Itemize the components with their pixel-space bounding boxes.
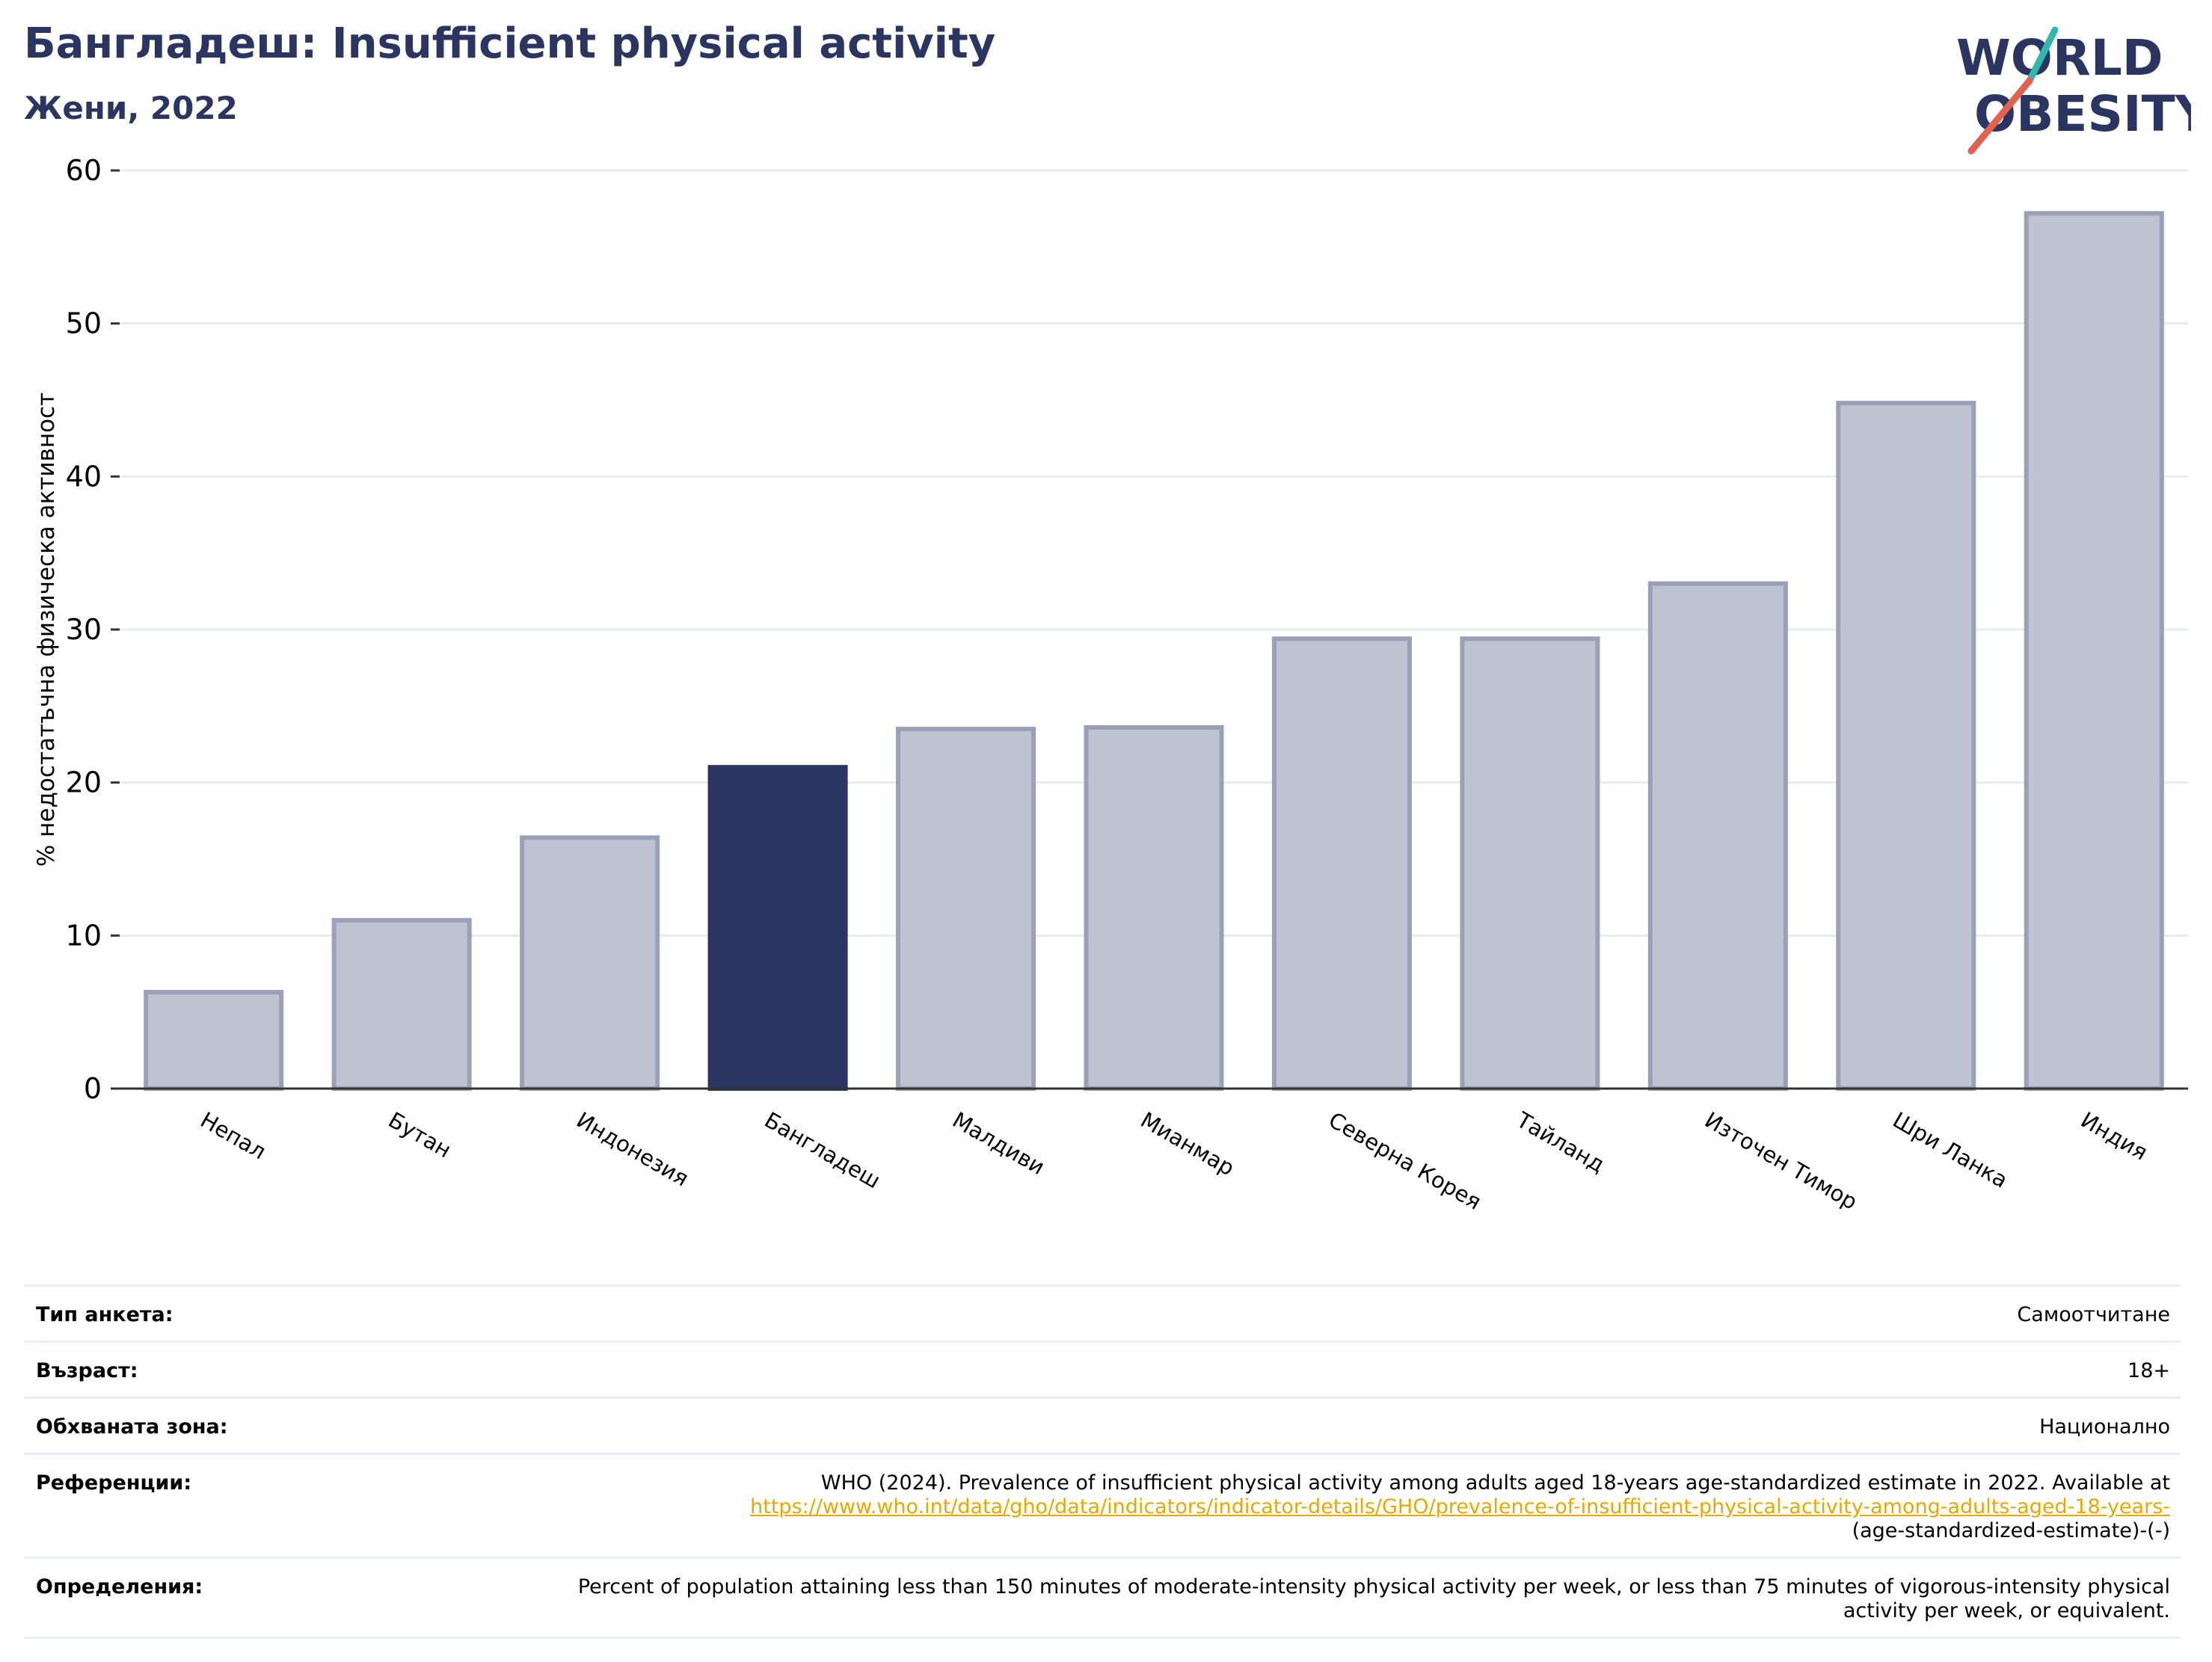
reference-text: WHO (2024). Prevalence of insufficient p… xyxy=(820,1471,2170,1495)
meta-row-references: Референции: WHO (2024). Prevalence of in… xyxy=(24,1453,2181,1557)
page-title: Бангладеш: Insufficient physical activit… xyxy=(24,19,996,68)
y-tick-label: 30 xyxy=(66,613,102,646)
meta-key: Определения: xyxy=(36,1575,203,1598)
meta-row-survey-type: Тип анкета: Самоотчитане xyxy=(24,1284,2181,1341)
x-tick-label: Бутан xyxy=(384,1107,456,1163)
meta-key: Референции: xyxy=(36,1471,192,1495)
meta-value: WHO (2024). Prevalence of insufficient p… xyxy=(750,1471,2170,1543)
page-subtitle: Жени, 2022 xyxy=(24,90,238,126)
bar-4[interactable] xyxy=(896,727,1036,1091)
meta-row-age: Възраст: 18+ xyxy=(24,1341,2181,1397)
bar-6[interactable] xyxy=(1271,636,1412,1091)
bar-9[interactable] xyxy=(1836,401,1976,1091)
x-tick-label: Бангладеш xyxy=(761,1107,885,1194)
meta-key: Обхваната зона: xyxy=(36,1415,228,1438)
meta-value: Национално xyxy=(2039,1415,2170,1438)
meta-key: Тип анкета: xyxy=(36,1303,173,1326)
x-tick-label: Индия xyxy=(2077,1107,2152,1166)
x-tick-label: Мианмар xyxy=(1137,1107,1239,1181)
bar-chart: 0 10 20 30 40 50 60 Непал Бутан Индонезия Банглад… xyxy=(33,154,2188,1215)
x-tick-label: Индонезия xyxy=(572,1107,693,1192)
y-tick-label: 60 xyxy=(66,154,102,187)
x-tick-label: Тайланд xyxy=(1512,1107,1609,1178)
meta-value: Percent of population attaining less tha… xyxy=(577,1575,2170,1622)
meta-key: Възраст: xyxy=(36,1359,138,1382)
y-tick-label: 40 xyxy=(66,460,102,493)
bar-8[interactable] xyxy=(1647,581,1788,1091)
reference-tail: (age-standardized-estimate)-(-) xyxy=(1852,1519,2170,1542)
logo-slash-teal-icon xyxy=(2026,26,2059,84)
metadata-table: Тип анкета: Самоотчитане Възраст: 18+ Об… xyxy=(24,1284,2181,1639)
bar-0[interactable] xyxy=(144,990,284,1092)
x-tick-label: Шри Ланка xyxy=(1888,1107,2012,1193)
bar-2[interactable] xyxy=(520,835,660,1091)
y-tick-label: 0 xyxy=(84,1072,102,1105)
bar-3[interactable] xyxy=(707,765,848,1091)
bars xyxy=(144,211,2164,1092)
bar-7[interactable] xyxy=(1460,636,1600,1091)
bar-10[interactable] xyxy=(2024,211,2164,1092)
logo-slash-red-icon xyxy=(1967,77,2033,155)
y-tick-labels: 0 10 20 30 40 50 60 xyxy=(66,154,120,1105)
bar-1[interactable] xyxy=(331,917,472,1092)
world-obesity-logo: WORLD OBESITY xyxy=(1956,26,2191,155)
meta-row-definitions: Определения: Percent of population attai… xyxy=(24,1557,2181,1639)
bar-5[interactable] xyxy=(1084,724,1224,1092)
logo-line2: OBESITY xyxy=(1974,85,2191,143)
x-tick-label: Северна Корея xyxy=(1324,1107,1486,1215)
meta-value: Самоотчитане xyxy=(2017,1303,2170,1326)
y-tick-label: 50 xyxy=(66,307,102,340)
reference-link[interactable]: https://www.who.int/data/gho/data/indica… xyxy=(750,1495,2170,1518)
meta-row-area: Обхваната зона: Национално xyxy=(24,1397,2181,1453)
y-tick-label: 10 xyxy=(66,919,102,952)
logo-line1: WORLD xyxy=(1956,29,2163,87)
meta-value: 18+ xyxy=(2127,1359,2170,1382)
y-tick-label: 20 xyxy=(66,766,102,799)
x-tick-labels: Непал Бутан Индонезия Бангладеш Малдиви Мианм… xyxy=(196,1107,2152,1215)
y-axis-label: % недостатъчна физическа активност xyxy=(33,393,60,867)
x-tick-label: Малдиви xyxy=(948,1107,1049,1181)
x-tick-label: Непал xyxy=(196,1107,270,1165)
x-tick-label: Източен Тимор xyxy=(1701,1107,1862,1215)
